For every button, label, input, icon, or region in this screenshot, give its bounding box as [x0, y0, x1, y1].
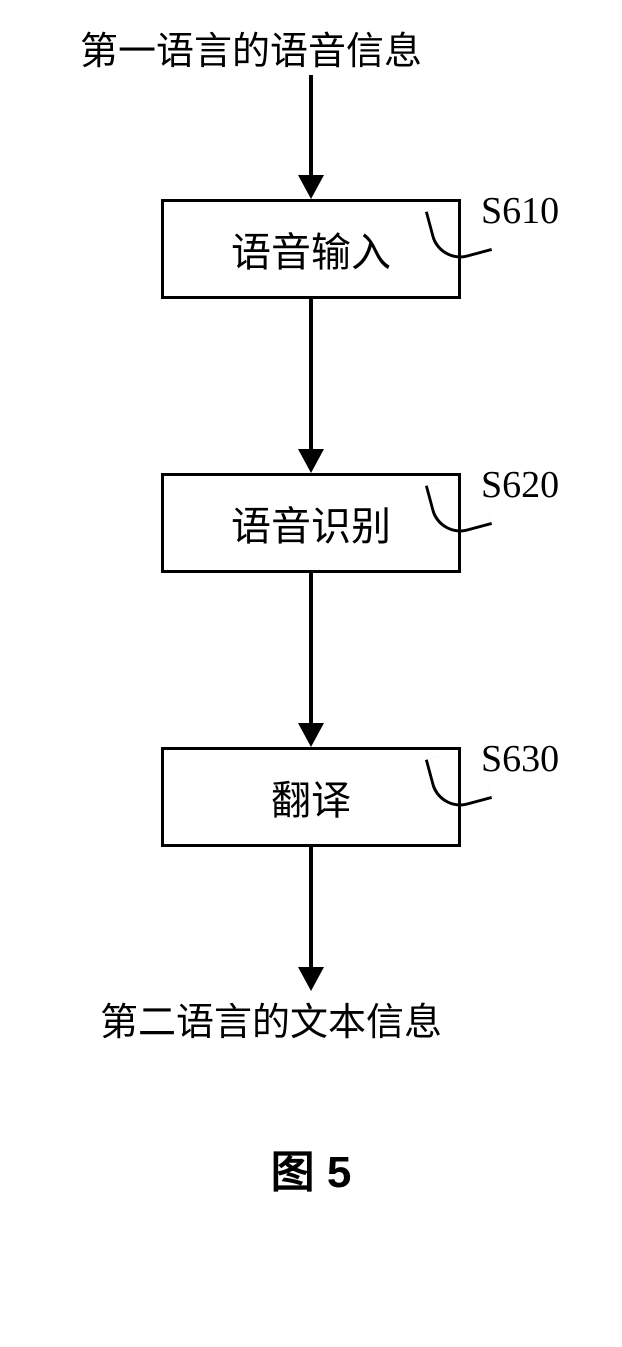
arrow-1 [298, 75, 324, 199]
arrow-head-icon [298, 967, 324, 991]
step-2-wrapper: 语音识别 S620 [161, 473, 461, 573]
flowchart-container: 第一语言的语音信息 语音输入 S610 语音识别 S620 翻译 S630 第二… [0, 0, 622, 1200]
input-label: 第一语言的语音信息 [80, 20, 422, 75]
arrow-line [309, 847, 313, 967]
arrow-head-icon [298, 723, 324, 747]
step-box-3: 翻译 [161, 747, 461, 847]
output-label: 第二语言的文本信息 [100, 991, 442, 1046]
step-3-wrapper: 翻译 S630 [161, 747, 461, 847]
step-tag-1: S610 [481, 189, 559, 233]
arrow-head-icon [298, 175, 324, 199]
step-tag-3: S630 [481, 737, 559, 781]
step-1-wrapper: 语音输入 S610 [161, 199, 461, 299]
arrow-line [309, 299, 313, 449]
step-tag-2: S620 [481, 463, 559, 507]
arrow-3 [298, 573, 324, 747]
arrow-line [309, 573, 313, 723]
step-box-1: 语音输入 [161, 199, 461, 299]
figure-caption: 图 5 [271, 1136, 352, 1200]
arrow-4 [298, 847, 324, 991]
step-box-2: 语音识别 [161, 473, 461, 573]
arrow-head-icon [298, 449, 324, 473]
arrow-2 [298, 299, 324, 473]
arrow-line [309, 75, 313, 175]
